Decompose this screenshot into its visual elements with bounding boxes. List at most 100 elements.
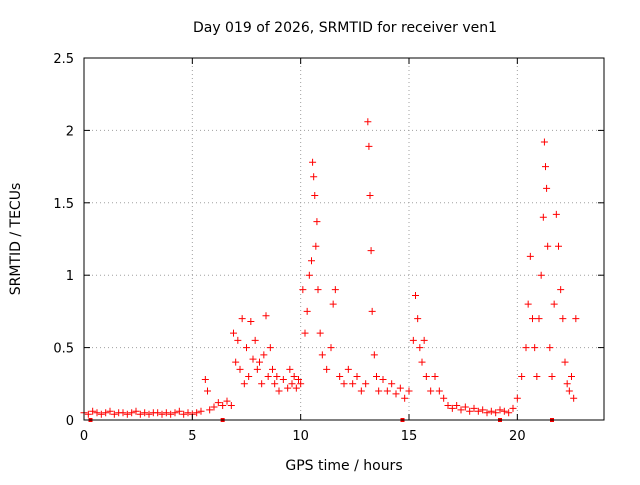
- data-point: [201, 375, 209, 383]
- data-point: [537, 271, 545, 279]
- data-point: [89, 407, 97, 415]
- data-point: [340, 380, 348, 388]
- data-point: [535, 315, 543, 323]
- data-point: [420, 336, 428, 344]
- data-point: [474, 407, 482, 415]
- data-point: [565, 387, 573, 395]
- data-point: [546, 344, 554, 352]
- data-point: [448, 404, 456, 412]
- x-tick-label: 10: [292, 429, 309, 444]
- x-axis-label: GPS time / hours: [285, 458, 402, 474]
- data-point: [318, 351, 326, 359]
- data-point: [513, 394, 521, 402]
- data-point: [518, 373, 526, 381]
- data-point: [162, 409, 170, 417]
- data-point: [379, 375, 387, 383]
- y-tick-label: 0: [66, 414, 74, 429]
- data-point: [136, 410, 144, 418]
- y-axis-label: SRMTID / TECUs: [8, 183, 24, 296]
- x-tick-label: 5: [188, 429, 196, 444]
- data-point: [102, 409, 110, 417]
- data-point: [388, 380, 396, 388]
- x-tick-label: 20: [509, 429, 526, 444]
- ticks: 0 5 10 15 20 0 0.5 1 1.5 2 2.5: [53, 52, 604, 444]
- data-point: [312, 242, 320, 250]
- data-point: [264, 373, 272, 381]
- data-point: [230, 329, 237, 337]
- data-point: [299, 286, 307, 294]
- data-point: [253, 365, 261, 373]
- data-point: [295, 375, 302, 383]
- data-point: [568, 373, 575, 381]
- data-point: [543, 184, 551, 192]
- data-point: [526, 252, 534, 260]
- data-point: [557, 286, 565, 294]
- data-point: [290, 373, 298, 381]
- x-tick-label: 0: [80, 429, 88, 444]
- data-point: [392, 390, 400, 398]
- data-point: [197, 407, 205, 415]
- data-point: [349, 380, 357, 388]
- data-point: [308, 257, 315, 265]
- data-point: [232, 358, 240, 366]
- data-point: [154, 409, 162, 417]
- y-tick-label: 1: [66, 269, 74, 284]
- data-point: [548, 373, 556, 381]
- data-point: [97, 410, 105, 418]
- data-point: [383, 387, 391, 395]
- data-point: [214, 399, 222, 407]
- grid: [84, 58, 604, 420]
- data-point: [158, 410, 166, 418]
- data-point: [193, 409, 201, 417]
- data-point: [238, 315, 246, 323]
- data-point: [128, 409, 136, 417]
- plot-frame: [83, 57, 605, 421]
- data-point: [210, 403, 218, 411]
- data-point: [331, 286, 339, 294]
- data-point: [367, 247, 375, 255]
- data-point: [544, 242, 552, 250]
- data-point: [412, 291, 419, 299]
- data-point: [180, 410, 188, 418]
- y-tick-label: 2: [66, 124, 74, 139]
- data-point: [405, 387, 413, 395]
- data-point: [427, 387, 435, 395]
- y-tick-label: 2.5: [53, 52, 74, 67]
- data-point: [234, 336, 242, 344]
- data-point: [110, 410, 118, 418]
- data-point: [167, 410, 175, 418]
- data-point: [251, 336, 259, 344]
- data-point: [375, 387, 383, 395]
- data-point: [466, 407, 474, 415]
- data-point: [223, 397, 231, 405]
- data-point: [572, 315, 580, 323]
- data-point: [416, 344, 424, 352]
- data-point: [401, 394, 409, 402]
- data-point: [292, 384, 300, 392]
- data-point: [227, 402, 235, 410]
- data-point: [279, 375, 287, 383]
- data-point: [531, 344, 539, 352]
- data-point: [145, 410, 153, 418]
- data-point: [273, 373, 281, 381]
- data-point: [496, 406, 504, 414]
- data-point: [266, 344, 274, 352]
- data-point: [461, 403, 469, 411]
- data-point: [123, 410, 131, 418]
- data-point: [533, 373, 541, 381]
- data-point: [344, 365, 352, 373]
- data-point: [336, 373, 344, 381]
- data-point: [522, 344, 530, 352]
- data-point: [219, 402, 227, 410]
- data-point: [258, 380, 266, 388]
- data-point: [329, 300, 337, 308]
- data-point: [132, 407, 140, 415]
- data-point: [364, 118, 372, 126]
- data-point: [552, 210, 560, 218]
- y-tick-label: 0.5: [53, 342, 74, 357]
- data-point: [561, 358, 569, 366]
- data-point: [368, 307, 376, 315]
- data-point: [171, 409, 179, 417]
- data-point: [243, 344, 250, 352]
